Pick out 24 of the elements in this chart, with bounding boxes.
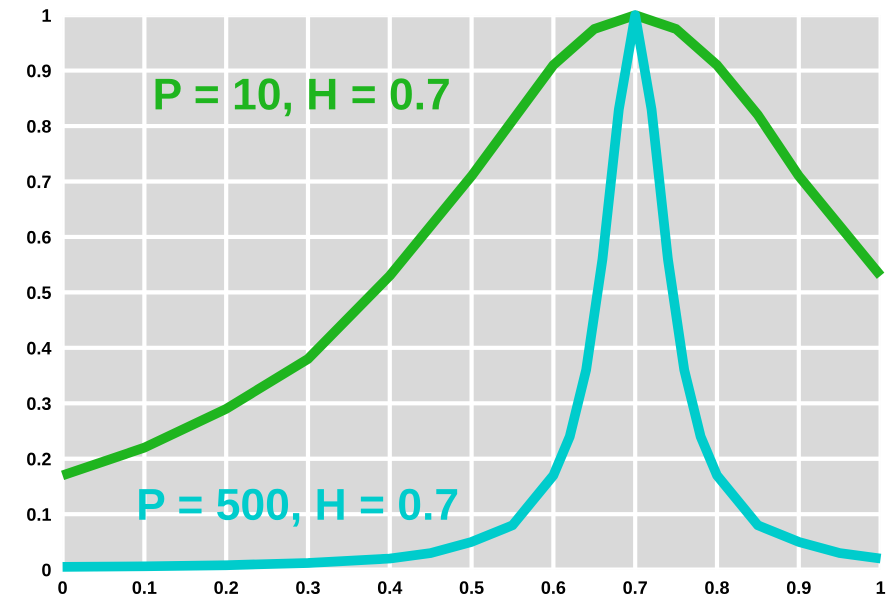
y-tick-label: 0.7 [27,175,51,188]
x-tick-label: 0.6 [542,581,566,594]
y-tick-label: 0.6 [27,230,51,244]
series-label: P = 500, H = 0.7 [139,488,458,527]
y-tick-label: 0.5 [27,286,51,300]
x-tick-label: 0.1 [132,581,156,594]
x-tick-label: 0.9 [786,581,811,594]
x-tick-label: 0.7 [623,581,647,594]
y-tick-label: 0.2 [27,452,51,466]
x-tick-label: 0.3 [296,581,320,594]
x-tick-label: 0.8 [705,581,729,594]
y-tick-label: 0 [42,564,51,576]
x-tick-label: 0.5 [460,581,484,594]
y-tick-label: 0.1 [27,508,51,521]
y-tick-label: 0.8 [27,120,51,133]
y-tick-label: 1 [42,9,51,22]
x-tick-label: 0.2 [214,581,238,594]
y-tick-label: 0.9 [27,64,51,78]
series-label: P = 10, H = 0.7 [156,78,449,116]
x-tick-label: 1 [876,581,886,594]
y-tick-label: 0.3 [27,397,51,410]
x-tick-label: 0.4 [378,581,402,594]
x-tick-label: 0 [58,581,67,594]
y-tick-label: 0.4 [27,342,52,355]
